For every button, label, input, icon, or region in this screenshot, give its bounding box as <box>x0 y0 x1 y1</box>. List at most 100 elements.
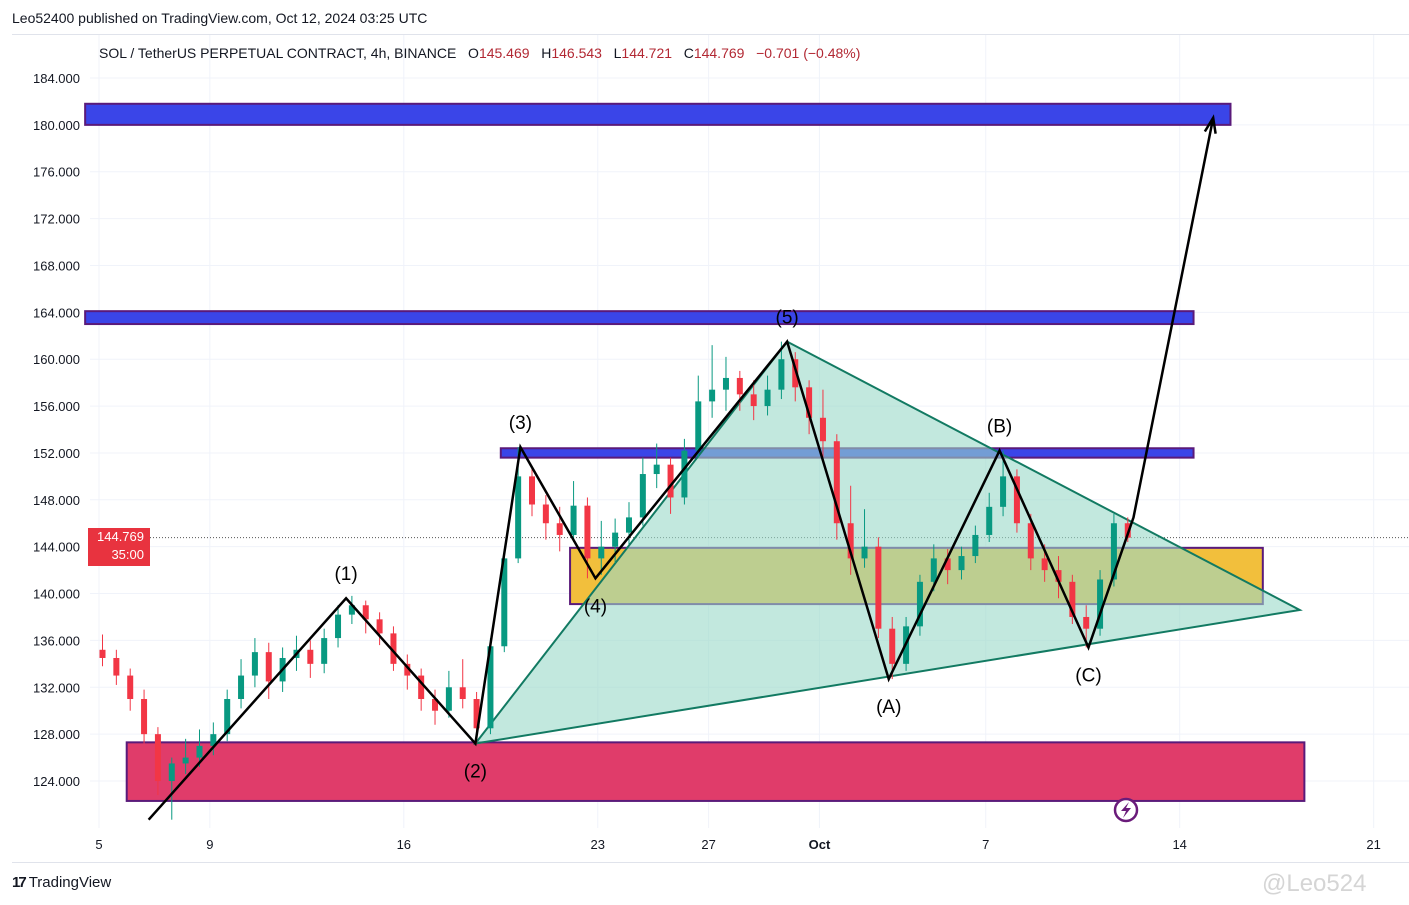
candle-body <box>681 450 688 498</box>
candle-body <box>1097 579 1104 629</box>
zone-demand-zone <box>125 741 1306 802</box>
candle-body <box>916 581 923 627</box>
candle-body <box>819 417 826 442</box>
y-tick-label: 132.000 <box>33 680 80 695</box>
high-value: 146.543 <box>551 45 602 61</box>
wave-label: (C) <box>1075 665 1101 686</box>
candle-body <box>376 619 383 634</box>
wave-count: (1) (2) (3) (4) (5) (A) (B) (C) <box>147 114 1217 821</box>
candle-body <box>709 389 716 402</box>
y-tick-label: 168.000 <box>33 258 80 273</box>
y-tick-label: 172.000 <box>33 212 80 227</box>
candle-body <box>459 687 466 700</box>
y-tick-label: 148.000 <box>33 493 80 508</box>
candle-body <box>833 441 840 524</box>
y-tick-label: 184.000 <box>33 71 80 86</box>
candle-body <box>168 763 175 782</box>
candle-body <box>542 504 549 524</box>
candle-body <box>1110 523 1117 580</box>
open-label: O <box>468 45 479 61</box>
candle-body <box>1055 570 1062 582</box>
x-tick-label: 14 <box>1172 837 1186 852</box>
candle-body <box>639 474 646 518</box>
close-value: 144.769 <box>693 45 745 61</box>
y-tick-label: 160.000 <box>33 352 80 367</box>
candle-body <box>889 628 896 664</box>
y-tick-label: 124.000 <box>33 774 80 789</box>
triangle-pattern <box>473 340 1303 745</box>
high-label: H <box>541 45 552 61</box>
candle-body <box>764 389 771 407</box>
last-price: 144.769 <box>97 529 144 544</box>
candle-body <box>584 505 591 559</box>
y-tick-label: 152.000 <box>33 446 80 461</box>
y-tick-label: 144.000 <box>33 540 80 555</box>
lightning-icon[interactable] <box>1113 797 1139 823</box>
y-tick-label: 180.000 <box>33 118 80 133</box>
y-tick-label: 156.000 <box>33 399 80 414</box>
candle-body <box>307 649 314 664</box>
close-label: C <box>683 45 694 61</box>
candle-body <box>722 377 729 390</box>
candle-body <box>1041 558 1048 571</box>
wave-label: (B) <box>987 417 1012 438</box>
x-tick-label: Oct <box>809 837 831 852</box>
wave-label: (A) <box>876 697 901 718</box>
candle-body <box>515 476 522 559</box>
candle-body <box>362 605 369 620</box>
x-tick-label: 7 <box>982 837 989 852</box>
wave-label: (4) <box>584 596 607 617</box>
wave-label: (2) <box>464 762 487 783</box>
candle-body <box>99 649 106 658</box>
candle-body <box>113 657 120 676</box>
candle-body <box>570 505 577 535</box>
candles <box>99 341 1131 820</box>
candle-body <box>612 532 619 547</box>
candle-body <box>348 605 355 615</box>
candle-body <box>944 558 951 571</box>
candle-body <box>695 401 702 451</box>
candle-body <box>958 556 965 571</box>
tradingview-logo[interactable]: 17 TradingView <box>12 874 111 891</box>
candle-body <box>986 506 993 535</box>
watermark: @Leo524 <box>1262 870 1367 897</box>
x-tick-label: 27 <box>701 837 715 852</box>
candle-body <box>653 464 660 475</box>
wave-path <box>147 117 1215 821</box>
candle-body <box>1000 476 1007 507</box>
last-price-label: 144.769 35:00 <box>88 528 150 566</box>
candle-body <box>1083 616 1090 629</box>
triangle-shape <box>473 340 1303 745</box>
zone-resistance-180 <box>84 102 1232 126</box>
candle-body <box>445 687 452 711</box>
candle-body <box>625 517 632 533</box>
candle-body <box>418 675 425 700</box>
candle-body <box>238 675 245 700</box>
candle-body <box>265 652 272 682</box>
x-axis: 5 9 16 23 27 Oct 7 14 21 <box>95 837 1381 852</box>
candle-body <box>792 359 799 388</box>
y-tick-label: 176.000 <box>33 165 80 180</box>
candle-body <box>141 699 148 735</box>
candle-body <box>736 377 743 395</box>
candle-body <box>806 387 813 418</box>
x-tick-label: 16 <box>397 837 411 852</box>
candle-body <box>432 699 439 711</box>
low-value: 144.721 <box>621 45 673 61</box>
candle-body <box>529 476 536 505</box>
candle-body <box>778 359 785 390</box>
brand-name: TradingView <box>28 874 112 891</box>
chart-frame <box>12 34 1409 863</box>
candle-body <box>154 734 161 782</box>
wave-label: (3) <box>509 413 532 434</box>
x-tick-label: 9 <box>206 837 213 852</box>
candle-body <box>598 546 605 559</box>
tv-logo-icon: 17 <box>12 874 27 891</box>
bar-countdown: 35:00 <box>111 547 144 562</box>
candle-body <box>182 757 189 764</box>
candle-body <box>1013 476 1020 524</box>
candle-body <box>847 523 854 559</box>
candle-body <box>1027 523 1034 559</box>
y-tick-label: 140.000 <box>33 587 80 602</box>
